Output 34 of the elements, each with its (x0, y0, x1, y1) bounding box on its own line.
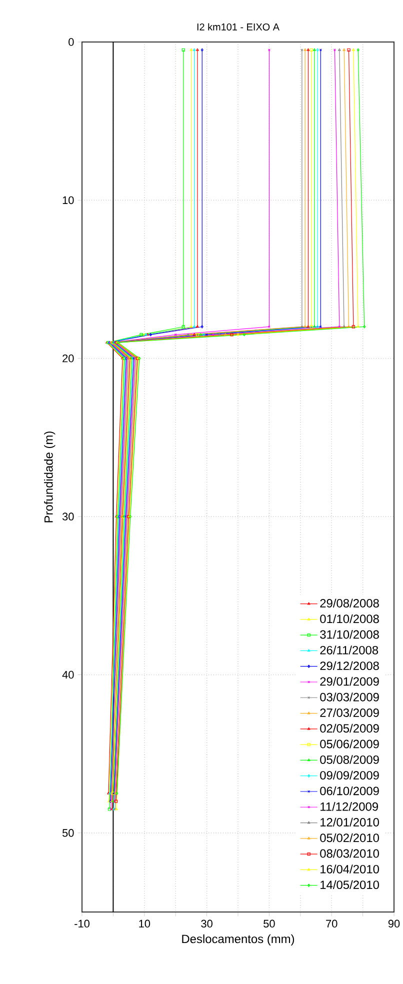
y-tick-label: 40 (62, 670, 74, 679)
legend-label: 05/02/2010 (320, 833, 379, 842)
chart-title: I2 km101 - EIXO A (197, 23, 280, 31)
y-tick-label: 20 (62, 354, 74, 362)
legend-label: 03/03/2009 (320, 692, 379, 702)
x-tick-label: 10 (139, 920, 150, 928)
legend-label: 31/10/2008 (320, 630, 379, 639)
legend-label: 06/10/2009 (320, 786, 379, 796)
legend-label: 16/04/2010 (320, 864, 379, 874)
x-tick-label: -10 (74, 920, 90, 928)
x-axis-title: Deslocamentos (mm) (182, 934, 294, 946)
legend-label: 29/12/2008 (320, 661, 379, 670)
y-axis-title: Profundidade (m) (44, 432, 56, 522)
legend-label: 14/05/2010 (320, 880, 379, 890)
legend-label: 29/01/2009 (320, 676, 379, 686)
x-tick-label: 90 (388, 920, 400, 928)
y-tick-label: 0 (68, 38, 74, 46)
y-tick-label: 50 (62, 829, 74, 837)
x-tick-label: 50 (264, 920, 275, 928)
legend-label: 29/08/2008 (320, 598, 379, 608)
legend-label: 11/12/2009 (320, 802, 378, 811)
y-tick-label: 10 (62, 196, 74, 204)
legend-label: 01/10/2008 (320, 614, 379, 624)
x-tick-label: 70 (326, 920, 338, 928)
x-tick-label: 30 (201, 920, 212, 928)
legend-label: 27/03/2009 (320, 708, 379, 717)
legend-label: 26/11/2008 (320, 646, 378, 654)
legend-label: 08/03/2010 (320, 848, 379, 858)
legend-label: 05/08/2009 (320, 755, 379, 764)
legend-label: 09/09/2009 (320, 770, 379, 780)
legend-label: 05/06/2009 (320, 739, 379, 748)
legend-label: 02/05/2009 (320, 724, 379, 733)
legend-label: 12/01/2010 (320, 818, 379, 826)
y-tick-label: 30 (62, 512, 74, 520)
